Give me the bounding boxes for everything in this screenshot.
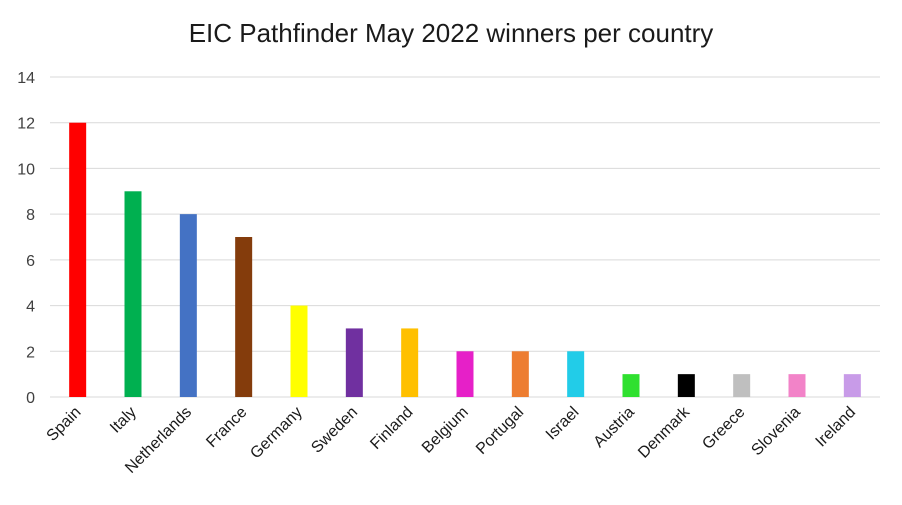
chart-title: EIC Pathfinder May 2022 winners per coun… — [188, 18, 714, 48]
x-tick-label: Austria — [591, 404, 638, 451]
bar-france — [235, 237, 253, 397]
bar-sweden — [345, 328, 363, 397]
x-tick-label: Spain — [44, 404, 85, 445]
y-tick-label: 10 — [17, 161, 35, 178]
y-tick-label: 4 — [26, 299, 35, 316]
x-tick-label: Belgium — [419, 404, 472, 457]
bar-belgium — [456, 351, 474, 397]
bar-portugal — [511, 351, 529, 397]
bar-italy — [124, 191, 142, 397]
y-tick-label: 0 — [26, 390, 35, 407]
x-tick-label: Denmark — [635, 403, 694, 462]
y-tick-label: 6 — [26, 253, 35, 270]
y-tick-label: 2 — [26, 344, 35, 361]
y-tick-label: 14 — [17, 70, 35, 87]
bar-ireland — [843, 374, 861, 397]
y-tick-label: 8 — [26, 207, 35, 224]
x-tick-label: Ireland — [813, 404, 860, 451]
x-tick-label: France — [203, 404, 250, 451]
bars — [69, 122, 861, 397]
x-tick-label: Slovenia — [748, 404, 803, 459]
x-tick-label: Portugal — [473, 404, 527, 458]
bar-israel — [567, 351, 585, 397]
y-tick-label: 12 — [17, 116, 35, 133]
bar-slovenia — [788, 374, 806, 397]
x-tick-label: Israel — [543, 404, 583, 444]
bar-denmark — [677, 374, 695, 397]
x-tick-label: Sweden — [308, 404, 361, 457]
bar-netherlands — [179, 214, 197, 397]
bar-finland — [401, 328, 419, 397]
bar-spain — [69, 122, 87, 397]
bar-germany — [290, 305, 308, 397]
x-tick-label: Greece — [699, 404, 748, 453]
bar-austria — [622, 374, 640, 397]
gridlines — [50, 76, 880, 398]
x-tick-label: Finland — [367, 404, 416, 453]
bar-greece — [733, 374, 751, 397]
x-tick-label: Germany — [247, 404, 306, 463]
x-tick-label: Italy — [107, 404, 140, 437]
y-axis-ticks: 0 2 4 6 8 10 12 14 — [17, 70, 35, 407]
